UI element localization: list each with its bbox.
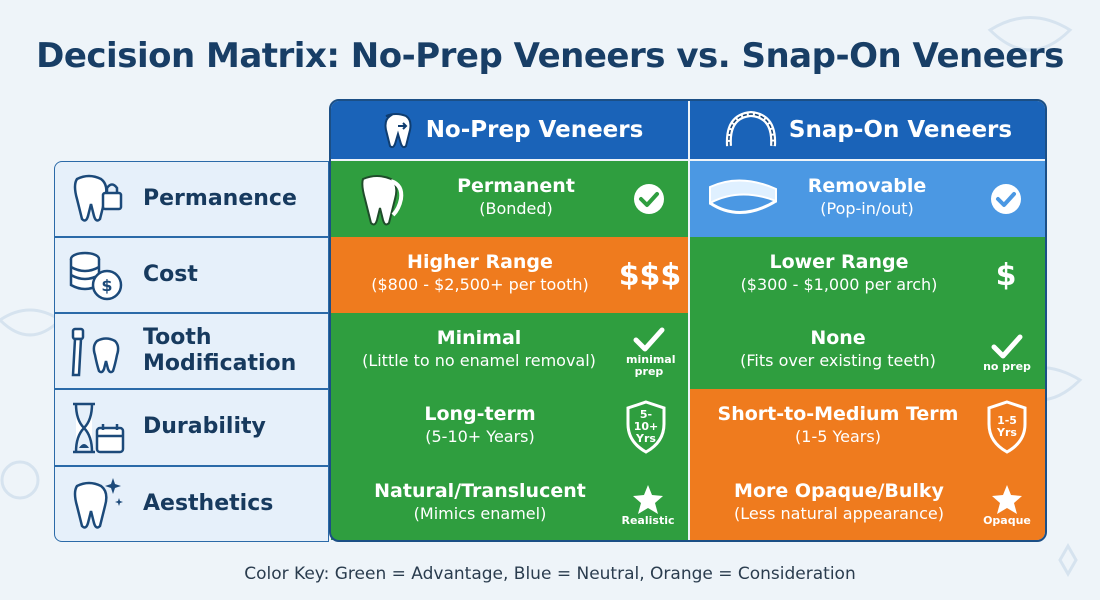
- cell-sub-text: (Fits over existing teeth): [740, 350, 936, 370]
- check-circle-icon: [631, 181, 667, 217]
- mark-caption: minimal prep: [626, 352, 676, 378]
- row-label-text: Cost: [143, 261, 198, 287]
- cell-main-text: Natural/Translucent: [374, 480, 586, 502]
- row-label-text: Permanence: [143, 185, 297, 211]
- column-header-label: Snap-On Veneers: [788, 117, 1013, 143]
- cell-main-text: Minimal: [436, 327, 522, 349]
- mark-caption: Realistic: [621, 513, 675, 527]
- row-label-text: Aesthetics: [143, 490, 274, 516]
- shield-icon: 1-5 Yrs: [984, 399, 1030, 455]
- page-title: Decision Matrix: No-Prep Veneers vs. Sna…: [36, 36, 1064, 76]
- cell-sub-text: (Pop-in/out): [820, 198, 914, 218]
- color-key: Color Key: Green = Advantage, Blue = Neu…: [244, 564, 856, 584]
- mark-caption: Opaque: [983, 513, 1031, 527]
- cell-sub-text: (Mimics enamel): [413, 503, 547, 523]
- cell-permanence-snap-on: Removable (Pop-in/out): [690, 161, 1045, 237]
- shield-icon: 5-10+ Yrs: [623, 399, 669, 455]
- row-label-permanence: Permanence: [54, 161, 329, 237]
- check-circle-icon: [988, 181, 1024, 217]
- cell-sub-text: (1-5 Years): [795, 426, 881, 446]
- cell-cost-no-prep: Higher Range ($800 - $2,500+ per tooth) …: [331, 237, 688, 313]
- cell-main-text: Short-to-Medium Term: [717, 403, 959, 425]
- cell-main-text: More Opaque/Bulky: [734, 480, 944, 502]
- dollar-signs: $$$: [618, 257, 682, 293]
- cell-main-text: None: [810, 327, 866, 349]
- cell-aesthetics-no-prep: Natural/Translucent (Mimics enamel) Real…: [331, 466, 688, 540]
- cell-sub-text: (5-10+ Years): [425, 426, 535, 446]
- sparkle-tooth-icon: [73, 478, 123, 529]
- cell-main-text: Lower Range: [769, 251, 909, 273]
- cell-modification-no-prep: Minimal (Little to no enamel removal) mi…: [331, 313, 688, 389]
- cell-permanence-no-prep: Permanent (Bonded): [331, 161, 688, 237]
- dental-arch-icon: [725, 110, 777, 147]
- cell-sub-text: (Less natural appearance): [734, 503, 944, 523]
- mark-caption: 5-10+ Yrs: [633, 407, 659, 446]
- row-label-text: Tooth Modification: [143, 324, 297, 376]
- mark-caption: no prep: [983, 359, 1031, 373]
- svg-text:$: $: [101, 276, 112, 295]
- column-header-no-prep: No-Prep Veneers: [331, 101, 688, 159]
- cell-sub-text: (Bonded): [479, 198, 553, 218]
- dental-drill-icon: [71, 327, 120, 377]
- cell-sub-text: ($800 - $2,500+ per tooth): [371, 274, 589, 294]
- cell-durability-no-prep: Long-term (5-10+ Years) 5-10+ Yrs: [331, 389, 688, 466]
- cell-durability-snap-on: Short-to-Medium Term (1-5 Years) 1-5 Yrs: [690, 389, 1045, 466]
- cell-sub-text: (Little to no enamel removal): [362, 350, 596, 370]
- tooth-icon: [384, 113, 412, 149]
- row-label-text: Durability: [143, 414, 266, 440]
- cell-modification-snap-on: None (Fits over existing teeth) no prep: [690, 313, 1045, 389]
- cell-main-text: Permanent: [457, 175, 575, 197]
- star-icon: Opaque: [974, 476, 1040, 534]
- cell-aesthetics-snap-on: More Opaque/Bulky (Less natural appearan…: [690, 466, 1045, 540]
- row-label-tooth-modification: Tooth Modification: [54, 313, 329, 389]
- row-label-durability: Durability: [54, 389, 329, 466]
- row-label-aesthetics: Aesthetics: [54, 466, 329, 542]
- star-icon: Realistic: [615, 476, 681, 534]
- coins-icon: $: [69, 251, 123, 301]
- check-icon: no prep: [974, 325, 1040, 381]
- cell-cost-snap-on: Lower Range ($300 - $1,000 per arch) $: [690, 237, 1045, 313]
- cell-main-text: Removable: [807, 175, 927, 197]
- check-icon: minimal prep: [617, 319, 681, 385]
- aligner-tray-icon: [709, 179, 777, 214]
- mark-caption: 1-5 Yrs: [997, 413, 1017, 439]
- hourglass-calendar-icon: [73, 402, 125, 453]
- column-header-snap-on: Snap-On Veneers: [690, 101, 1045, 159]
- tooth-lock-icon: [73, 174, 123, 222]
- column-header-label: No-Prep Veneers: [425, 117, 644, 143]
- tooth-icon: [361, 175, 404, 226]
- cell-main-text: Long-term: [424, 403, 536, 425]
- dollar-signs: $: [995, 257, 1017, 293]
- row-label-cost: $ Cost: [54, 237, 329, 313]
- cell-sub-text: ($300 - $1,000 per arch): [740, 274, 938, 294]
- cell-main-text: Higher Range: [407, 251, 553, 273]
